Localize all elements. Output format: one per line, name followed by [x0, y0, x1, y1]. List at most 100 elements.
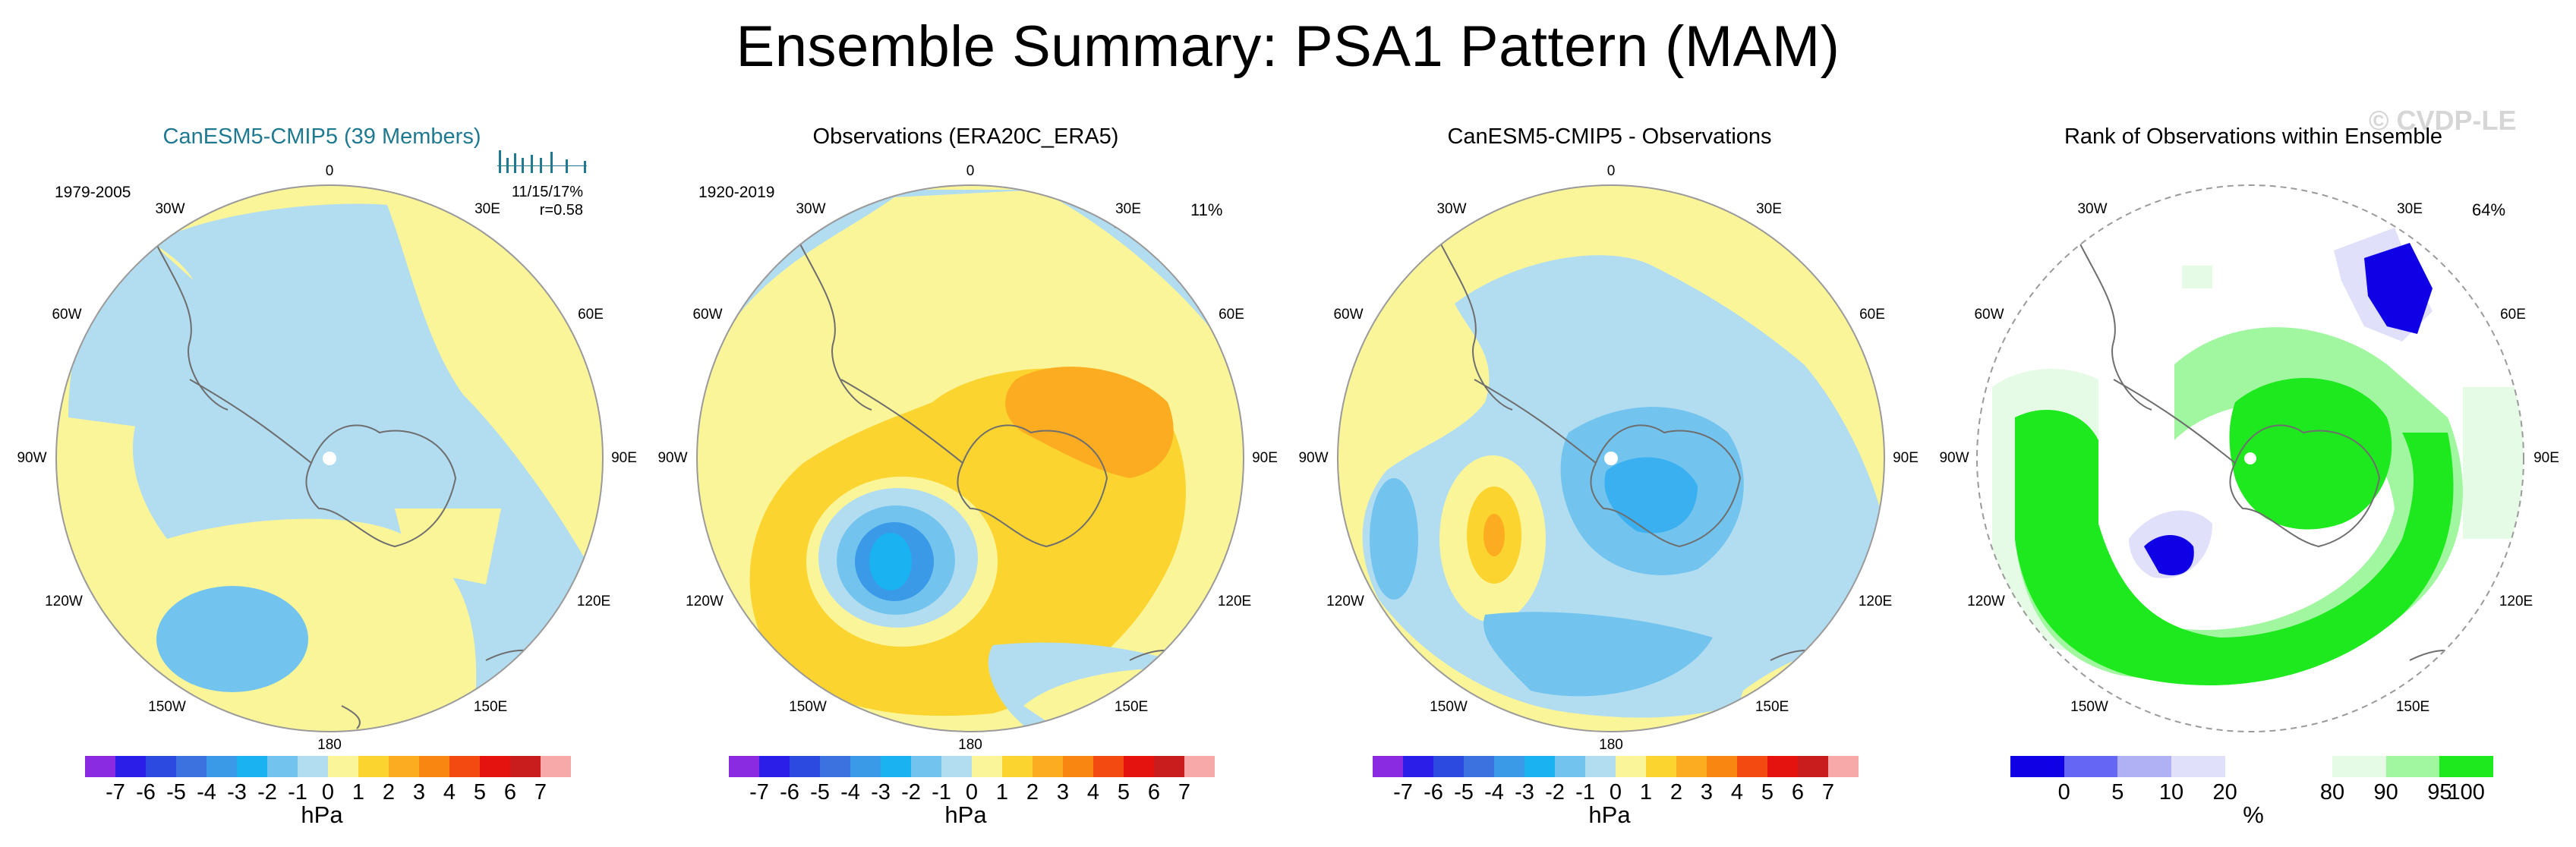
colorbar-tick-label: 3	[412, 780, 426, 804]
colorbar-swatch	[2117, 756, 2172, 777]
colorbar-tick-label: -3	[227, 780, 247, 804]
period-label: 1979-2005	[55, 184, 131, 201]
polar-map	[1976, 184, 2524, 732]
negative-anomaly-west	[1370, 478, 1418, 600]
colorbar-tick-label: 90	[2373, 780, 2398, 804]
map-boundary	[1976, 184, 2524, 732]
colorbar-swatch	[389, 756, 419, 777]
colorbar-tick-label: 5	[473, 780, 487, 804]
lon-label: 120E	[1858, 594, 1893, 609]
colorbar-tick-label: 6	[1791, 780, 1805, 804]
colorbar-tick-label: 20	[2212, 780, 2237, 804]
rank-5-region	[2144, 535, 2194, 576]
colorbar-tick-label: 0	[2057, 780, 2070, 804]
colorbar-tick-label: -1	[1575, 780, 1595, 804]
colorbar-swatch	[419, 756, 449, 777]
pattern-correlation: r=0.58	[539, 202, 583, 219]
colorbar	[85, 756, 571, 777]
lon-label: 30E	[1756, 201, 1782, 217]
colorbar-tick-label: 2	[382, 780, 396, 804]
panel-difference: CanESM5-CMIP5 - Observations 0 180 30W 6…	[1288, 114, 1931, 842]
colorbar-swatch	[1555, 756, 1585, 777]
colorbar-swatch	[2224, 756, 2279, 777]
colorbar-tick-label: 10	[2158, 780, 2184, 804]
lon-label: 90W	[17, 450, 47, 466]
colorbar-tick-label: 3	[1056, 780, 1070, 804]
colorbar-swatch	[1767, 756, 1798, 777]
colorbar-swatch	[1585, 756, 1616, 777]
lon-label: 90E	[1252, 450, 1278, 466]
figure-title: Ensemble Summary: PSA1 Pattern (MAM)	[736, 14, 1840, 79]
colorbar-swatch	[1737, 756, 1767, 777]
colorbar-swatch	[1676, 756, 1707, 777]
colorbar-swatch	[1828, 756, 1859, 777]
negative-anomaly-region	[988, 642, 1244, 732]
colorbar-tick-label: -1	[288, 780, 307, 804]
colorbar-swatch	[267, 756, 298, 777]
colorbar-swatch	[1033, 756, 1063, 777]
negative-anomaly-3	[1604, 457, 1698, 534]
lon-label: 30W	[155, 201, 185, 217]
lon-label: 150W	[148, 699, 186, 715]
colorbar-swatch	[2278, 756, 2333, 777]
colorbar-swatch	[146, 756, 176, 777]
colorbar-swatch	[790, 756, 820, 777]
colorbar-swatch	[85, 756, 115, 777]
lon-label: 180	[1599, 737, 1623, 753]
lon-label: 120E	[576, 594, 611, 609]
lon-label: 60E	[1859, 307, 1885, 323]
colorbar-tick-label: 7	[1821, 780, 1835, 804]
colorbar-swatch	[941, 756, 972, 777]
percent-variance: 64%	[2472, 200, 2506, 219]
colorbar-swatch	[972, 756, 1002, 777]
colorbar	[729, 756, 1215, 777]
colorbar	[2010, 756, 2494, 777]
pole-marker	[1604, 452, 1618, 465]
colorbar-tick-label: -6	[780, 780, 799, 804]
colorbar-tick-label: 0	[965, 780, 979, 804]
negative-anomaly-region	[133, 203, 603, 732]
lon-label: 150E	[2395, 699, 2430, 715]
colorbar-tick-label: -7	[1393, 780, 1413, 804]
positive-anomaly-3	[1483, 514, 1505, 556]
lon-label: 30E	[2397, 201, 2423, 217]
lon-label: 60W	[1333, 307, 1364, 323]
colorbar-swatch	[911, 756, 941, 777]
lon-label: 90E	[1893, 450, 1919, 466]
rank-5-region	[2364, 243, 2433, 334]
lon-label: 120E	[2499, 594, 2533, 609]
colorbar-unit: hPa	[1588, 801, 1631, 828]
colorbar-tick-label: 0	[321, 780, 335, 804]
colorbar-tick-label: -7	[106, 780, 125, 804]
colorbar-tick-label: 6	[503, 780, 517, 804]
polar-map	[696, 184, 1244, 732]
colorbar-tick-label: 1	[352, 780, 365, 804]
colorbar-unit: hPa	[301, 801, 343, 828]
colorbar-swatch	[881, 756, 911, 777]
colorbar-swatch	[1373, 756, 1403, 777]
colorbar-tick-label: -4	[197, 780, 216, 804]
colorbar-tick-label: 80	[2319, 780, 2345, 804]
colorbar-tick-label: -1	[932, 780, 951, 804]
lon-label: 150W	[1430, 699, 1468, 715]
lon-label: 0	[966, 163, 975, 179]
lon-label: 0	[1606, 163, 1616, 179]
colorbar-swatch	[2439, 756, 2494, 777]
colorbar-tick-label: 4	[1730, 780, 1744, 804]
lon-label: 30E	[475, 201, 500, 217]
colorbar-tick-label: -2	[901, 780, 921, 804]
lon-label: 120W	[1326, 594, 1364, 609]
colorbar-swatch	[541, 756, 571, 777]
lon-label: 150W	[789, 699, 827, 715]
watermark: © CVDP-LE	[2369, 105, 2517, 136]
colorbar-swatch	[1707, 756, 1737, 777]
colorbar-swatch	[449, 756, 480, 777]
colorbar-swatch	[298, 756, 328, 777]
lon-label: 60E	[2500, 307, 2526, 323]
lon-label: 60E	[578, 307, 604, 323]
lon-label: 90W	[657, 450, 688, 466]
lon-label: 90E	[611, 450, 637, 466]
colorbar-swatch	[1646, 756, 1676, 777]
colorbar-swatch	[1184, 756, 1215, 777]
panel-rank: Rank of Observations within Ensemble 64%…	[1931, 114, 2575, 842]
